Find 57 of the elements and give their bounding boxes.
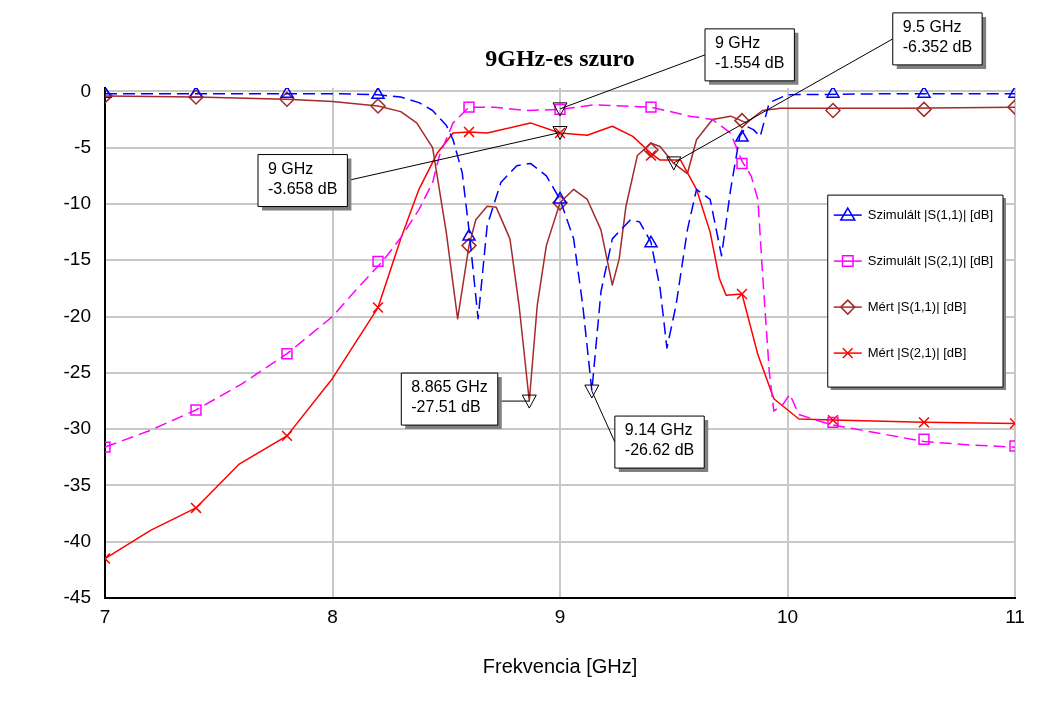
y-tick-label: -40 <box>63 529 91 551</box>
x-axis-title: Frekvencia [GHz] <box>482 654 638 677</box>
point <box>916 101 932 118</box>
point <box>370 98 386 114</box>
y-tick-label: -5 <box>74 135 91 157</box>
point <box>280 88 294 98</box>
point <box>279 91 295 108</box>
point <box>463 126 475 138</box>
x-tick-label: 11 <box>1005 605 1025 627</box>
point <box>190 404 202 416</box>
annotation: 9 GHz -3.658 dB <box>268 159 338 197</box>
y-tick-label: -20 <box>63 304 91 326</box>
annotation: 9 GHz -1.554 dB <box>715 34 785 72</box>
point <box>281 348 293 360</box>
point <box>190 502 202 514</box>
x-tick-label: 7 <box>99 605 111 627</box>
legend-label: Mért |S(1,1)| [dB] <box>867 298 967 314</box>
x-tick-label: 9 <box>554 605 566 627</box>
point <box>553 191 567 204</box>
point <box>735 129 749 142</box>
y-tick-label: -45 <box>63 586 91 608</box>
point <box>734 112 750 129</box>
point <box>918 433 930 445</box>
point <box>826 88 840 98</box>
point <box>825 102 841 119</box>
chart-title: 9GHz-es szuro <box>485 45 635 72</box>
point <box>917 88 931 98</box>
point <box>188 89 204 105</box>
point <box>281 430 293 442</box>
point <box>461 237 477 254</box>
y-tick-label: -10 <box>63 192 91 214</box>
point <box>462 228 476 241</box>
y-tick-label: -25 <box>63 361 91 383</box>
point <box>552 195 568 211</box>
legend-label: Mért |S(2,1)| [dB] <box>867 344 967 360</box>
point <box>643 142 659 158</box>
point <box>644 235 658 248</box>
point <box>645 101 657 113</box>
point <box>463 101 475 113</box>
point <box>918 416 930 429</box>
legend-label: Szimulált |S(2,1)| [dB] <box>867 252 994 268</box>
y-tick-label: -30 <box>63 417 91 439</box>
y-tick-label: -15 <box>63 248 91 270</box>
x-tick-label: 8 <box>327 605 338 627</box>
legend-label: Szimulált |S(1,1)| [dB] <box>867 206 994 222</box>
y-tick-label: -35 <box>63 473 91 495</box>
point <box>645 149 657 162</box>
point <box>736 288 748 300</box>
point <box>371 88 385 100</box>
annotation: 8.865 GHz -27.51 dB <box>411 378 488 416</box>
y-tick-label: 0 <box>80 79 91 101</box>
annotation: 9.5 GHz -6.352 dB <box>902 18 973 56</box>
annotation: 9.14 GHz -26.62 dB <box>624 421 695 459</box>
point <box>372 301 384 314</box>
point <box>736 157 748 170</box>
x-tick-label: 10 <box>776 605 799 627</box>
point <box>372 255 384 268</box>
